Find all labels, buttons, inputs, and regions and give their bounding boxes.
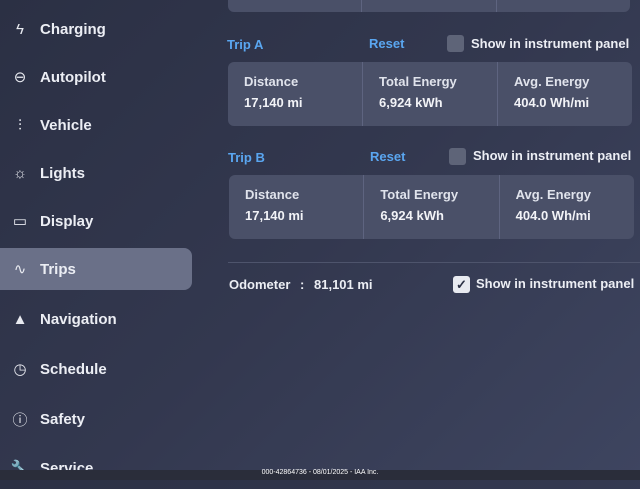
sidebar-item-trips[interactable]: ∿ Trips xyxy=(0,248,192,290)
avg-energy-value: 404.0 Wh/mi xyxy=(514,95,590,110)
sidebar-item-charging[interactable]: ϟ Charging xyxy=(0,8,192,50)
distance-cell: Distance 17,140 mi xyxy=(228,62,363,126)
odometer-row: Odometer : 81,101 mi xyxy=(229,277,373,292)
sidebar-item-display[interactable]: ▭ Display xyxy=(0,200,192,242)
sidebar-item-label: Charging xyxy=(40,20,106,38)
odometer-label: Odometer xyxy=(229,277,291,292)
trip-a-stats-card: Distance 17,140 mi Total Energy 6,924 kWh … xyxy=(228,62,632,126)
navigation-arrow-icon: ▲ xyxy=(12,310,28,328)
footer-watermark-text: 000-42864736 - 08/01/2025 - IAA Inc. xyxy=(261,469,379,476)
sidebar-item-label: Navigation xyxy=(40,310,117,328)
odometer-value: 81,101 mi xyxy=(314,277,373,292)
sidebar-item-navigation[interactable]: ▲ Navigation xyxy=(0,298,192,340)
alarm-clock-icon: ◷ xyxy=(13,361,27,378)
sidebar-item-schedule[interactable]: ◷ Schedule xyxy=(0,348,192,390)
lightning-bolt-icon: ϟ xyxy=(16,20,24,38)
trip-a-title: Trip A xyxy=(227,37,264,52)
sidebar-item-lights[interactable]: ☼ Lights xyxy=(0,152,192,194)
distance-value: 17,140 mi xyxy=(244,95,303,110)
sidebar-item-label: Trips xyxy=(40,260,76,278)
avg-energy-label: Avg. Energy xyxy=(515,187,592,202)
sidebar-item-label: Vehicle xyxy=(40,116,92,134)
partial-cell xyxy=(362,0,497,12)
trip-b-stats-card: Distance 17,140 mi Total Energy 6,924 kWh … xyxy=(229,175,634,239)
sidebar-item-service[interactable]: 🔧 Service xyxy=(0,447,192,489)
trip-b-show-label[interactable]: Show in instrument panel xyxy=(473,148,632,163)
distance-label: Distance xyxy=(244,74,299,89)
trip-b-reset-button[interactable]: Reset xyxy=(370,149,406,164)
trip-a-reset-button[interactable]: Reset xyxy=(369,36,405,51)
avg-energy-cell: Avg. Energy 404.0 Wh/mi xyxy=(498,62,632,126)
avg-energy-label: Avg. Energy xyxy=(514,74,590,89)
footer-bar: 000-42864736 - 08/01/2025 - IAA Inc. xyxy=(0,469,640,480)
odometer-show-label[interactable]: Show in instrument panel xyxy=(476,276,635,291)
trips-route-icon: ∿ xyxy=(13,261,27,278)
avg-energy-value: 404.0 Wh/mi xyxy=(515,208,591,223)
trip-b-show-checkbox[interactable] xyxy=(449,148,466,165)
distance-cell: Distance 17,140 mi xyxy=(229,175,365,239)
odometer-show-checkbox[interactable]: ✓ xyxy=(453,276,470,293)
sidebar-item-label: Safety xyxy=(40,410,86,428)
total-energy-cell: Total Energy 6,924 kWh xyxy=(363,62,498,126)
steering-wheel-icon: ⊖ xyxy=(13,69,27,86)
display-icon: ▭ xyxy=(12,213,28,230)
distance-value: 17,140 mi xyxy=(245,208,304,223)
trip-b-title: Trip B xyxy=(228,150,265,165)
light-bulb-icon: ☼ xyxy=(13,164,27,182)
sidebar-item-vehicle[interactable]: ⫶ Vehicle xyxy=(0,104,192,146)
sliders-icon: ⫶ xyxy=(18,116,22,134)
sidebar-item-label: Lights xyxy=(40,164,85,182)
partial-cell xyxy=(497,0,630,12)
total-energy-label: Total Energy xyxy=(380,187,459,202)
sidebar-item-label: Autopilot xyxy=(40,68,106,86)
safety-alert-icon: ⓘ xyxy=(12,411,28,429)
total-energy-label: Total Energy xyxy=(379,74,457,89)
odometer-separator: : xyxy=(300,277,305,292)
distance-label: Distance xyxy=(245,187,300,202)
sidebar-item-autopilot[interactable]: ⊖ Autopilot xyxy=(0,56,192,98)
total-energy-value: 6,924 kWh xyxy=(379,95,443,110)
trip-a-show-checkbox[interactable] xyxy=(447,35,464,52)
sidebar-item-label: Display xyxy=(40,212,94,230)
trip-a-show-label[interactable]: Show in instrument panel xyxy=(471,36,630,51)
avg-energy-cell: Avg. Energy 404.0 Wh/mi xyxy=(500,175,634,239)
total-energy-value: 6,924 kWh xyxy=(380,208,444,223)
partial-cell xyxy=(228,0,363,12)
section-divider xyxy=(228,262,640,263)
sidebar-item-safety[interactable]: ⓘ Safety xyxy=(0,398,192,440)
total-energy-cell: Total Energy 6,924 kWh xyxy=(364,175,500,239)
previous-card-partial xyxy=(228,0,630,12)
sidebar-item-label: Schedule xyxy=(40,360,107,378)
